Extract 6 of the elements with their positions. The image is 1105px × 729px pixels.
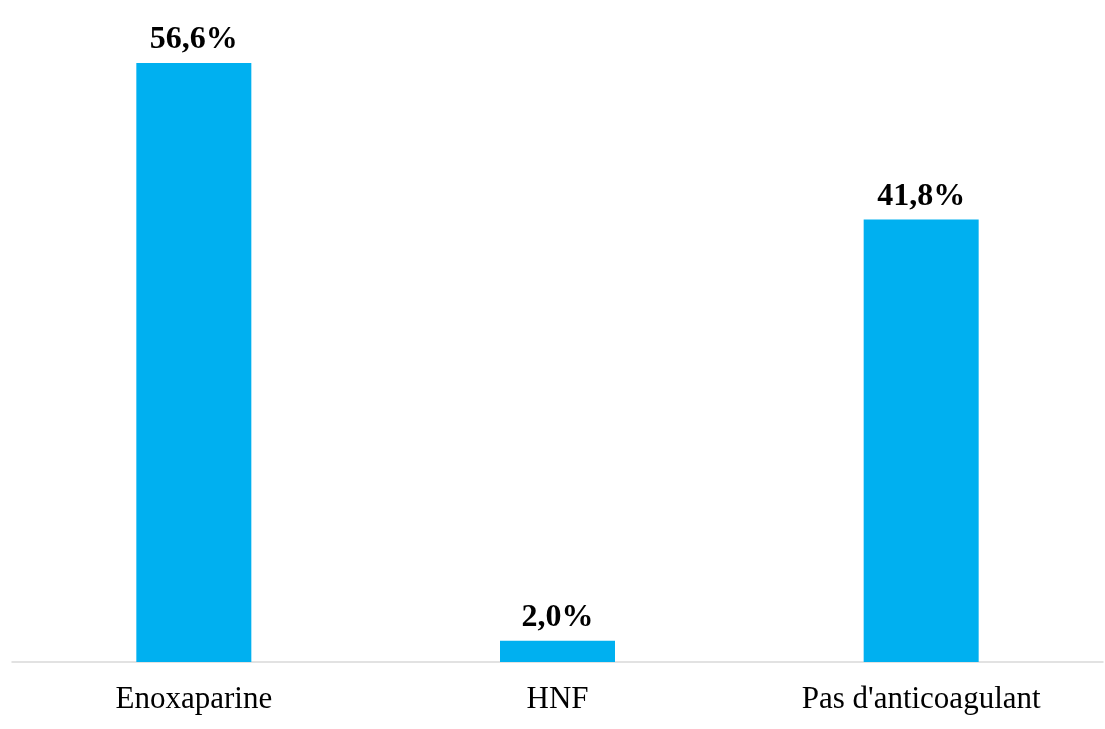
x-tick-label: HNF xyxy=(526,680,589,715)
data-label: 41,8% xyxy=(877,175,966,212)
data-label: 56,6% xyxy=(149,18,238,55)
data-label: 2,0% xyxy=(521,596,594,633)
x-tick-label: Pas d'anticoagulant xyxy=(801,680,1041,715)
x-tick-label: Enoxaparine xyxy=(115,680,273,715)
